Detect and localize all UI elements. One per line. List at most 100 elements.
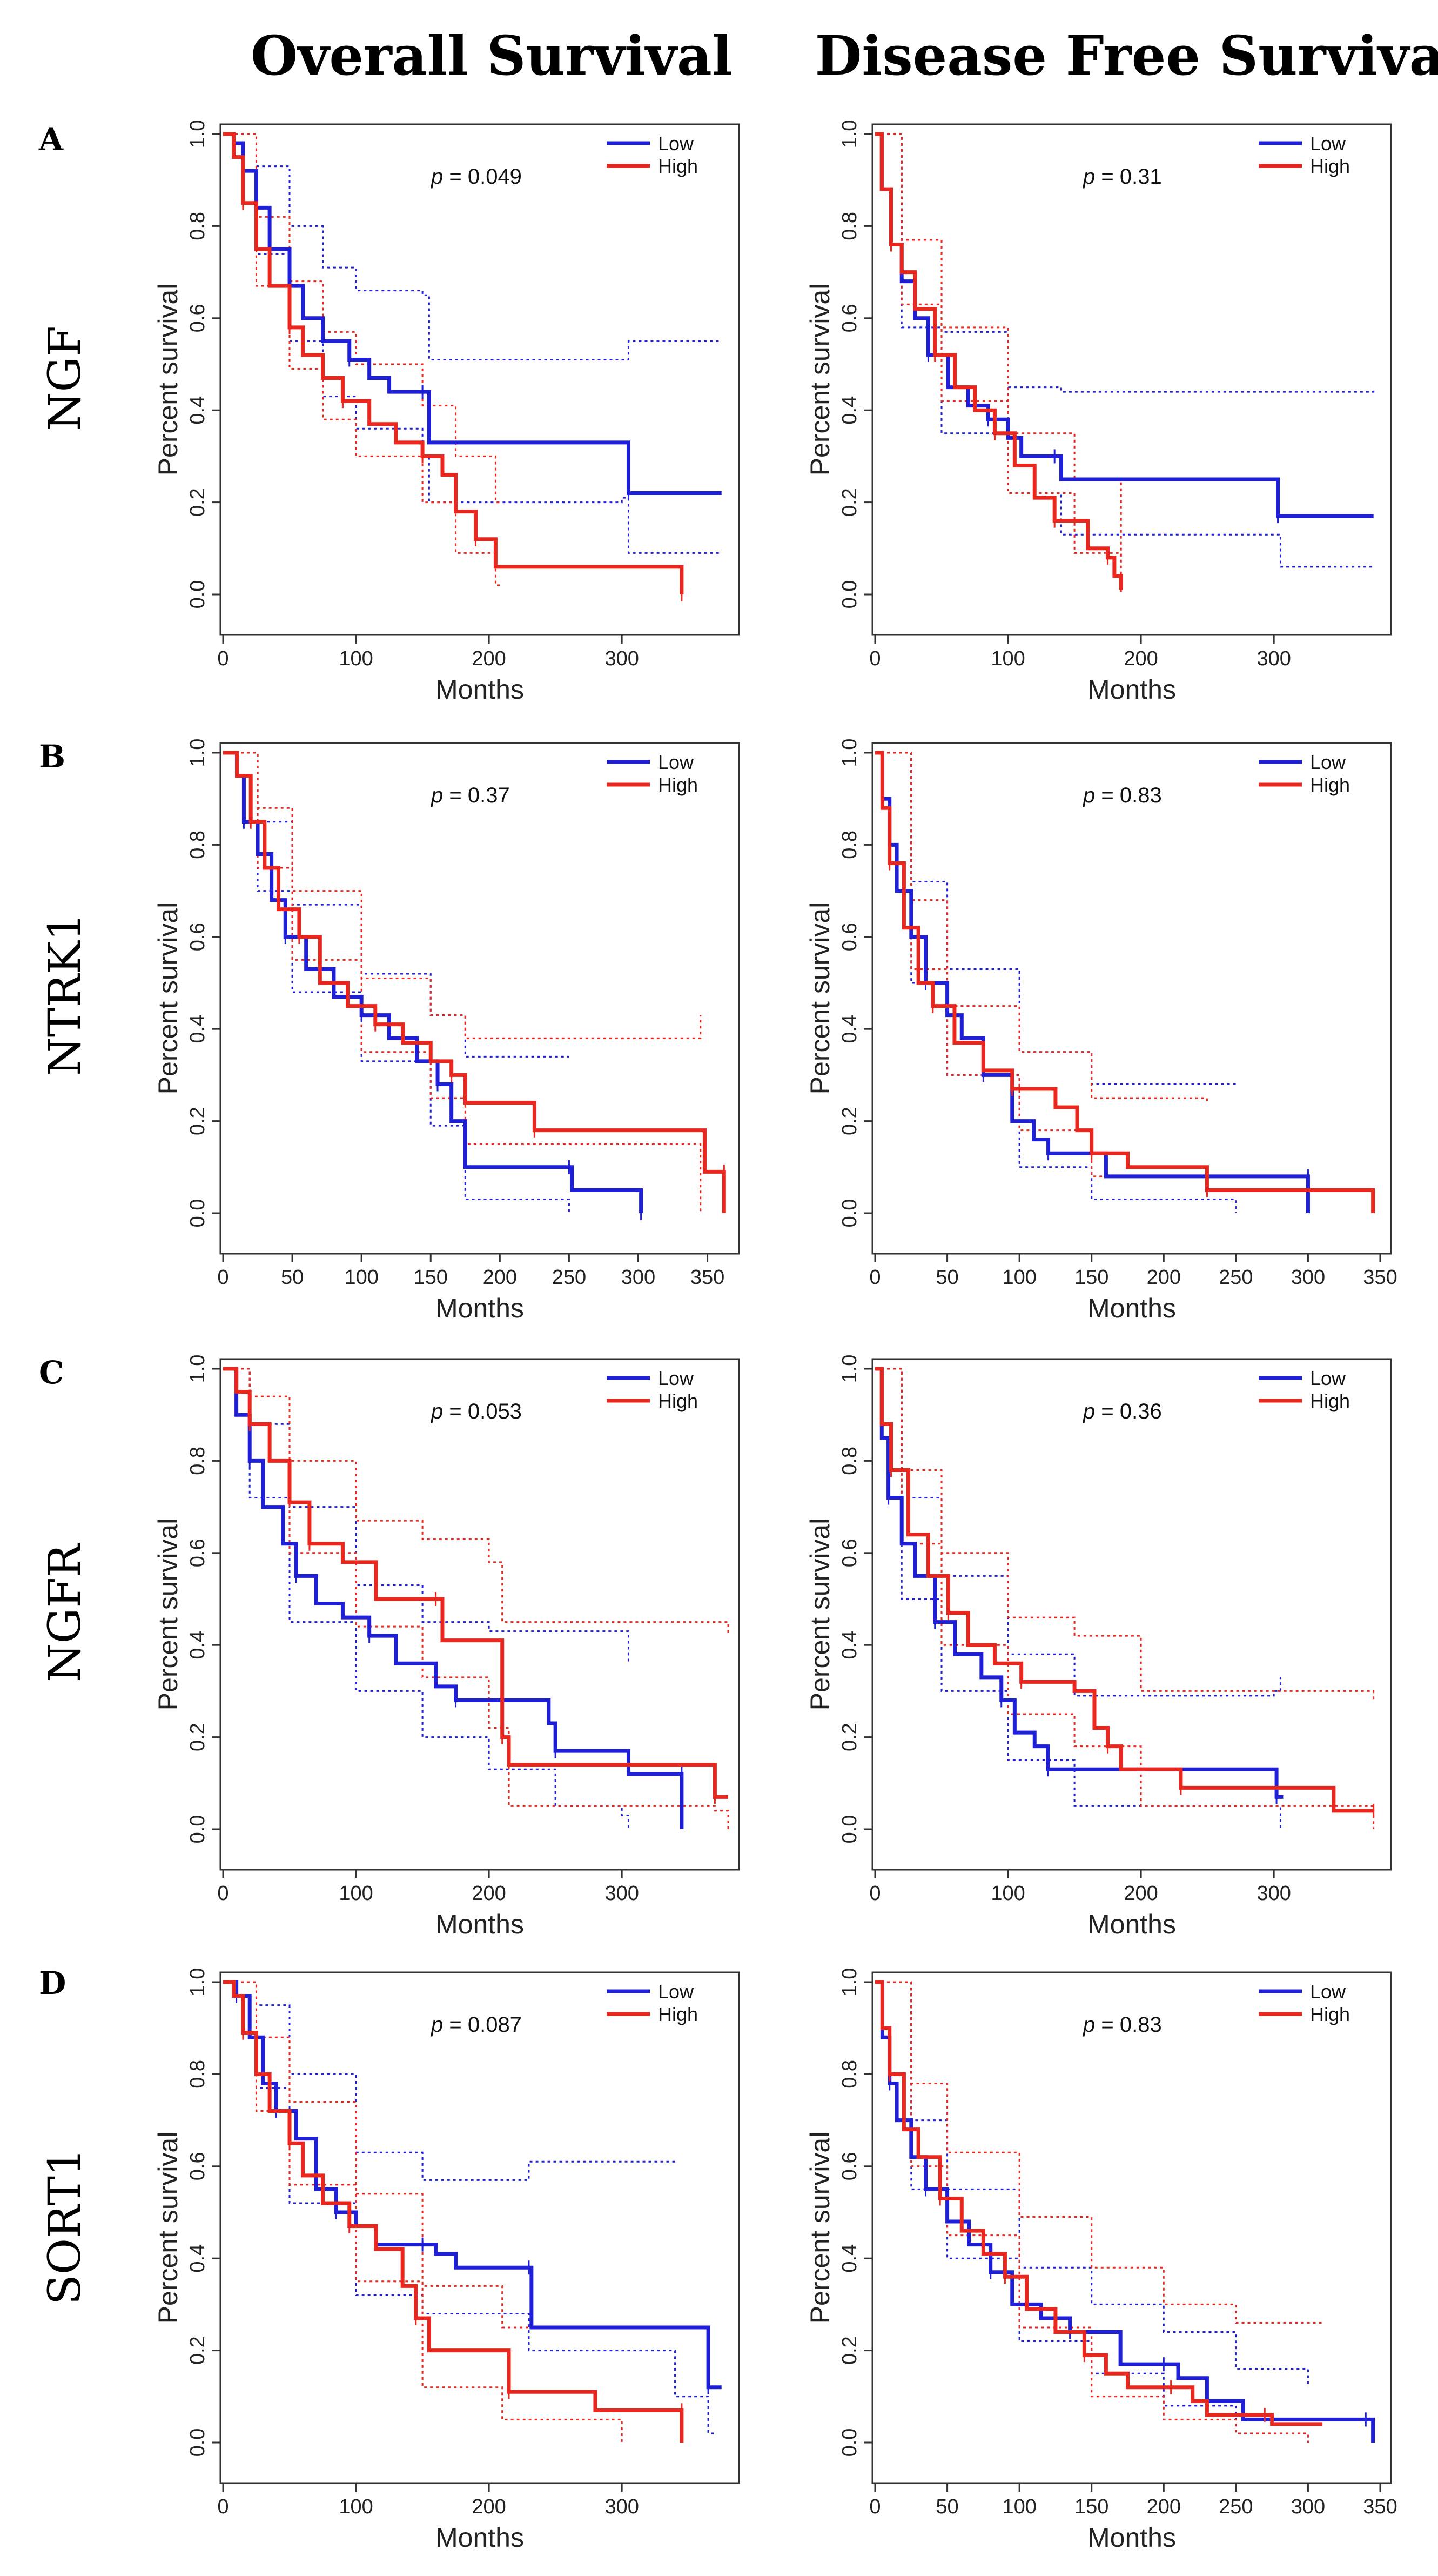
panel-letter-c: C <box>39 1354 64 1391</box>
y-tick-label: 0.8 <box>186 212 209 240</box>
x-tick-label: 200 <box>472 1882 506 1905</box>
x-tick-label: 350 <box>690 1266 724 1289</box>
km-chart-3-1: 0.0 0.2 0.4 0.6 0.8 1.0 0 100 200 300 Months Percen… <box>153 1355 740 1939</box>
x-tick-label: 0 <box>217 2495 229 2518</box>
y-tick-label: 0.2 <box>186 2336 209 2365</box>
x-axis-title: Months <box>435 2523 524 2553</box>
gene-label-ngf: NGF <box>39 326 91 431</box>
plot-frame <box>871 1358 1392 1871</box>
y-tick-label: 0.0 <box>186 1199 209 1228</box>
y-tick-label: 0.4 <box>186 396 209 425</box>
y-tick-label: 0.4 <box>186 2244 209 2273</box>
x-tick-label: 250 <box>1219 2495 1253 2518</box>
legend-label-low: Low <box>1310 132 1346 155</box>
y-axis-title: Percent survival <box>153 902 183 1095</box>
legend-label-high: High <box>1310 155 1350 177</box>
legend-label-high: High <box>658 1390 698 1412</box>
panel-letter-a: A <box>38 121 64 158</box>
low-ci-lower <box>875 1368 1281 1829</box>
low-ci-upper <box>223 1981 675 2181</box>
x-tick-label: 200 <box>1147 2495 1181 2518</box>
y-tick-label: 0.8 <box>186 831 209 859</box>
x-tick-label: 100 <box>339 647 373 670</box>
x-axis-title: Months <box>1087 2523 1176 2553</box>
y-tick-label: 0.8 <box>838 831 861 859</box>
p-value-label: p = 0.83 <box>1083 784 1162 807</box>
x-tick-label: 200 <box>483 1266 517 1289</box>
km-chart-1-1: 0.0 0.2 0.4 0.6 0.8 1.0 0 100 200 300 Months Percen… <box>153 120 740 705</box>
x-axis-title: Months <box>1087 1293 1176 1323</box>
y-tick-label: 1.0 <box>838 1968 861 1997</box>
x-tick-label: 300 <box>621 1266 655 1289</box>
x-tick-label: 50 <box>936 1266 958 1289</box>
y-tick-label: 0.0 <box>186 580 209 609</box>
low-survival-line <box>223 1367 684 1829</box>
y-tick-label: 0.0 <box>838 580 861 609</box>
x-axis-title: Months <box>1087 1909 1176 1939</box>
legend-label-low: Low <box>658 132 694 155</box>
x-tick-label: 250 <box>1219 1266 1253 1289</box>
p-value-symbol: p <box>431 1400 449 1423</box>
x-tick-label: 300 <box>604 647 639 670</box>
x-tick-label: 100 <box>1002 2495 1036 2518</box>
y-axis-title: Percent survival <box>153 284 183 476</box>
p-value-label: p = 0.31 <box>1083 165 1162 189</box>
p-value-label: p = 0.087 <box>431 2013 522 2037</box>
x-tick-label: 0 <box>869 1882 881 1905</box>
x-tick-label: 300 <box>1256 647 1291 670</box>
high-survival-line <box>875 751 1375 1213</box>
x-tick-label: 0 <box>869 1266 881 1289</box>
y-tick-label: 0.4 <box>838 2244 861 2273</box>
legend-label-low: Low <box>658 1980 694 2003</box>
y-tick-label: 0.6 <box>186 2152 209 2180</box>
p-value-symbol: p <box>1083 2013 1101 2037</box>
low-survival-line <box>875 132 1374 518</box>
y-tick-label: 0.0 <box>838 2428 861 2457</box>
low-ci-lower <box>223 133 722 554</box>
plot-frame <box>219 123 740 636</box>
legend-label-high: High <box>1310 1390 1350 1412</box>
y-tick-label: 0.6 <box>186 1538 209 1567</box>
p-value-symbol: p <box>431 2013 449 2037</box>
x-tick-label: 250 <box>552 1266 586 1289</box>
y-tick-label: 0.2 <box>186 1107 209 1135</box>
x-tick-label: 150 <box>414 1266 448 1289</box>
x-tick-label: 50 <box>936 2495 958 2518</box>
p-value-symbol: p <box>1083 784 1101 807</box>
gene-label-ngfr: NGFR <box>39 1543 91 1682</box>
p-value-number: = 0.37 <box>449 784 509 807</box>
y-tick-label: 0.8 <box>838 1447 861 1475</box>
low-survival-line <box>223 1980 722 2390</box>
high-survival-line <box>223 1367 728 1799</box>
low-ci-upper <box>223 133 722 360</box>
x-axis-title: Months <box>435 1909 524 1939</box>
x-tick-label: 0 <box>217 1882 229 1905</box>
y-tick-label: 0.8 <box>186 1447 209 1475</box>
low-ci-lower <box>223 1981 715 2434</box>
high-ci-lower <box>223 752 702 1213</box>
y-axis-title: Percent survival <box>805 1518 835 1711</box>
p-value-symbol: p <box>1083 1400 1101 1423</box>
low-survival-line <box>875 751 1310 1213</box>
x-tick-label: 350 <box>1363 1266 1397 1289</box>
high-survival-line <box>875 1980 1323 2426</box>
y-tick-label: 1.0 <box>186 120 209 149</box>
y-tick-label: 0.0 <box>838 1815 861 1844</box>
x-axis-title: Months <box>1087 674 1176 705</box>
y-tick-label: 0.4 <box>838 396 861 425</box>
p-value-symbol: p <box>431 165 449 189</box>
y-axis-title: Percent survival <box>153 1518 183 1711</box>
x-tick-label: 200 <box>472 2495 506 2518</box>
y-tick-label: 1.0 <box>838 120 861 149</box>
high-ci-upper <box>223 133 502 504</box>
km-chart-4-1: 0.0 0.2 0.4 0.6 0.8 1.0 0 100 200 300 Months Percen… <box>153 1968 740 2553</box>
column-title-disease-free: Disease Free Survival <box>815 24 1438 88</box>
x-tick-label: 300 <box>604 2495 639 2518</box>
legend-label-low: Low <box>1310 1367 1346 1389</box>
low-ci-upper <box>875 752 1236 1085</box>
y-tick-label: 0.4 <box>186 1631 209 1660</box>
y-tick-label: 0.2 <box>838 488 861 517</box>
charts-container: 0.0 0.2 0.4 0.6 0.8 1.0 0 100 200 300 Months Percen… <box>153 120 1397 2553</box>
legend-label-high: High <box>1310 774 1350 796</box>
